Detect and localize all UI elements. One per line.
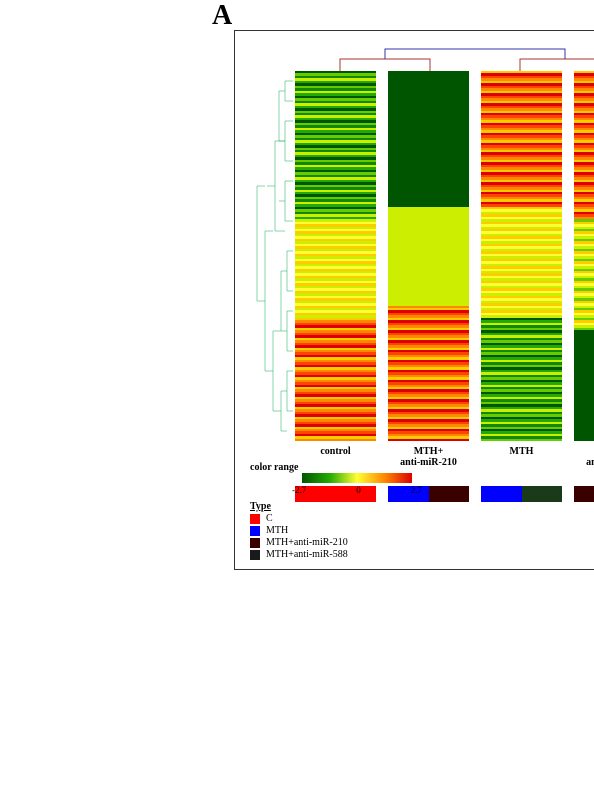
heatmap-column <box>388 71 469 441</box>
panel-a-legend: color range -2.7 0 2.7 Type CMTHMTH+anti… <box>250 462 450 561</box>
type-legend-row: C <box>250 513 450 524</box>
legend-swatch <box>250 526 260 536</box>
legend-swatch <box>250 538 260 548</box>
type-legend: Type CMTHMTH+anti-miR-210MTH+anti-miR-58… <box>250 501 450 560</box>
type-bar-cell <box>574 486 594 502</box>
legend-swatch <box>250 550 260 560</box>
heatmap-column <box>295 71 376 441</box>
heatmap-column <box>481 71 562 441</box>
type-legend-title: Type <box>250 501 450 512</box>
legend-label: C <box>266 513 273 524</box>
legend-label: MTH+anti-miR-588 <box>266 549 348 560</box>
heatmap <box>295 71 594 441</box>
color-range-label: color range <box>250 462 450 473</box>
range-max: 2.7 <box>411 485 422 495</box>
dendrogram-left <box>245 71 293 441</box>
legend-swatch <box>250 514 260 524</box>
type-bar-cell <box>481 486 562 502</box>
type-legend-row: MTH+anti-miR-588 <box>250 549 450 560</box>
legend-label: MTH+anti-miR-210 <box>266 537 348 548</box>
color-range-ticks: -2.7 0 2.7 <box>292 485 422 495</box>
figure-root: A controlMTH+anti-miR-210MTHMTH+anti-miR… <box>212 0 594 594</box>
panel-a: controlMTH+anti-miR-210MTHMTH+anti-miR-5… <box>234 30 594 570</box>
heatmap-col-label: MTH+anti-miR-588 <box>574 446 594 486</box>
panel-a-label: A <box>212 0 232 32</box>
color-range-gradient <box>302 473 412 483</box>
legend-label: MTH <box>266 525 288 536</box>
heatmap-column <box>574 71 594 441</box>
range-min: -2.7 <box>292 485 306 495</box>
type-legend-row: MTH+anti-miR-210 <box>250 537 450 548</box>
type-legend-row: MTH <box>250 525 450 536</box>
dendrogram-top <box>295 41 594 71</box>
heatmap-col-label: MTH <box>481 446 562 486</box>
range-mid: 0 <box>356 485 361 495</box>
